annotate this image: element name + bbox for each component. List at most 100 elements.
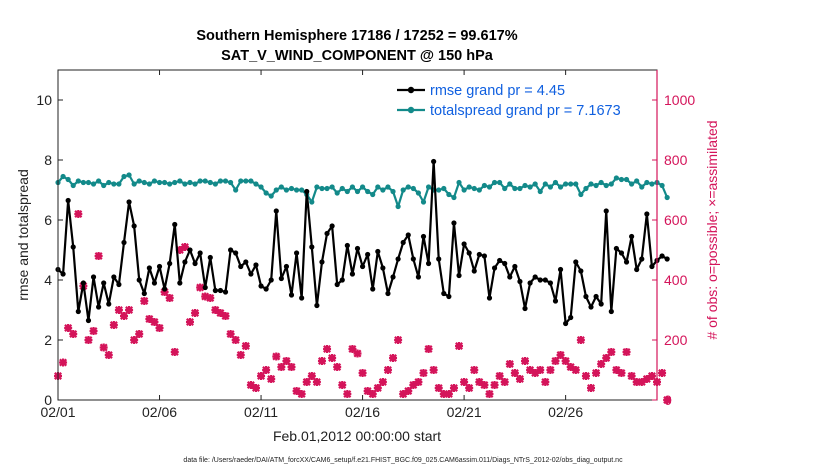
obs-count-marker	[348, 345, 357, 353]
totalspread-point	[80, 179, 86, 186]
rmse-point	[512, 263, 518, 270]
rmse-point	[410, 256, 416, 262]
rmse-point	[405, 232, 411, 238]
rmse-point	[436, 256, 442, 262]
rmse-point	[80, 280, 86, 286]
totalspread-point	[85, 179, 92, 186]
obs-count-marker	[389, 354, 398, 362]
rmse-point	[593, 293, 599, 300]
rmse-point	[106, 301, 112, 307]
rmse-point	[659, 253, 665, 259]
rmse-point	[121, 239, 127, 246]
totalspread-point	[446, 191, 452, 198]
obs-count-marker	[521, 357, 530, 365]
totalspread-point	[243, 178, 249, 184]
obs-count-marker	[302, 378, 311, 386]
y2-tick-label: 800	[664, 152, 688, 168]
y-tick-label: 4	[44, 272, 52, 288]
obs-count-marker	[59, 358, 68, 367]
legend-rmse-marker	[407, 86, 415, 94]
obs-count-marker	[455, 342, 464, 350]
totalspread-point	[319, 185, 325, 192]
rmse-point	[111, 274, 117, 280]
obs-count-marker	[307, 372, 316, 380]
y-tick-label: 8	[44, 152, 52, 168]
chart-subtitle: SAT_V_WIND_COMPONENT @ 150 hPa	[221, 48, 494, 64]
totalspread-point	[441, 185, 447, 192]
totalspread-point	[354, 188, 361, 195]
y-tick-label: 2	[44, 332, 52, 348]
rmse-point	[172, 221, 178, 228]
totalspread-point	[603, 182, 609, 189]
totalspread-point	[172, 179, 178, 186]
obs-count-marker	[581, 372, 590, 380]
rmse-point	[278, 275, 284, 282]
totalspread-point	[608, 181, 614, 187]
totalspread-point	[167, 181, 173, 187]
rmse-series	[55, 158, 670, 327]
obs-count-marker	[185, 318, 194, 326]
obs-count-marker	[160, 288, 169, 296]
totalspread-point	[344, 188, 350, 195]
totalspread-point	[141, 179, 147, 186]
rmse-point	[578, 268, 584, 274]
rmse-point	[227, 247, 234, 253]
obs-count-marker	[617, 369, 626, 377]
rmse-point	[288, 292, 295, 298]
obs-count-marker	[262, 366, 271, 374]
y2-tick-label: 0	[664, 392, 672, 408]
obs-count-marker	[576, 336, 585, 344]
rmse-point	[131, 223, 137, 229]
obs-count-marker	[500, 378, 509, 386]
obs-count-marker	[434, 384, 443, 392]
x-tick-label: 02/26	[548, 404, 583, 420]
rmse-point	[588, 304, 594, 310]
rmse-point	[365, 251, 371, 258]
totalspread-point	[664, 194, 670, 201]
obs-count-marker	[104, 351, 113, 359]
totalspread-point	[644, 179, 650, 186]
obs-count-marker	[587, 384, 596, 392]
obs-count-marker	[99, 343, 108, 352]
rmse-point	[431, 158, 437, 165]
obs-count-marker	[180, 243, 189, 251]
rmse-point	[613, 245, 619, 252]
totalspread-point	[65, 176, 71, 183]
totalspread-point	[649, 181, 655, 187]
rmse-point	[217, 287, 224, 294]
y-axis-label: rmse and totalspread	[15, 169, 31, 301]
rmse-point	[75, 308, 81, 315]
totalspread-point	[116, 181, 122, 187]
obs-count-marker	[109, 321, 118, 329]
x-axis-label: Feb.01,2012 00:00:00 start	[273, 428, 441, 444]
totalspread-point	[598, 179, 604, 186]
obs-count-marker	[612, 366, 621, 374]
rmse-point	[446, 293, 452, 300]
totalspread-point	[324, 185, 330, 192]
totalspread-point	[222, 178, 229, 184]
rmse-point	[167, 260, 173, 267]
obs-count-marker	[236, 351, 245, 359]
totalspread-point	[420, 199, 427, 205]
totalspread-point	[380, 187, 386, 193]
plot-area	[54, 158, 672, 404]
totalspread-point	[314, 184, 320, 190]
totalspread-point	[309, 199, 315, 205]
totalspread-point	[593, 182, 599, 189]
rmse-point	[420, 233, 427, 240]
totalspread-point	[248, 178, 254, 184]
totalspread-point	[106, 179, 112, 186]
obs-count-marker	[358, 369, 367, 377]
rmse-point	[162, 286, 168, 292]
rmse-point	[629, 233, 635, 240]
obs-count-marker	[135, 330, 144, 338]
obs-count-marker	[328, 354, 337, 362]
y2-axis-label: # of obs: o=possible; ×=assimilated	[704, 120, 720, 339]
y2-tick-label: 1000	[664, 92, 695, 108]
rmse-point	[568, 314, 574, 321]
totalspread-point	[233, 187, 239, 193]
obs-count-marker	[145, 315, 154, 323]
totalspread-point	[456, 179, 462, 186]
rmse-point	[380, 265, 386, 271]
rmse-point	[400, 239, 406, 246]
